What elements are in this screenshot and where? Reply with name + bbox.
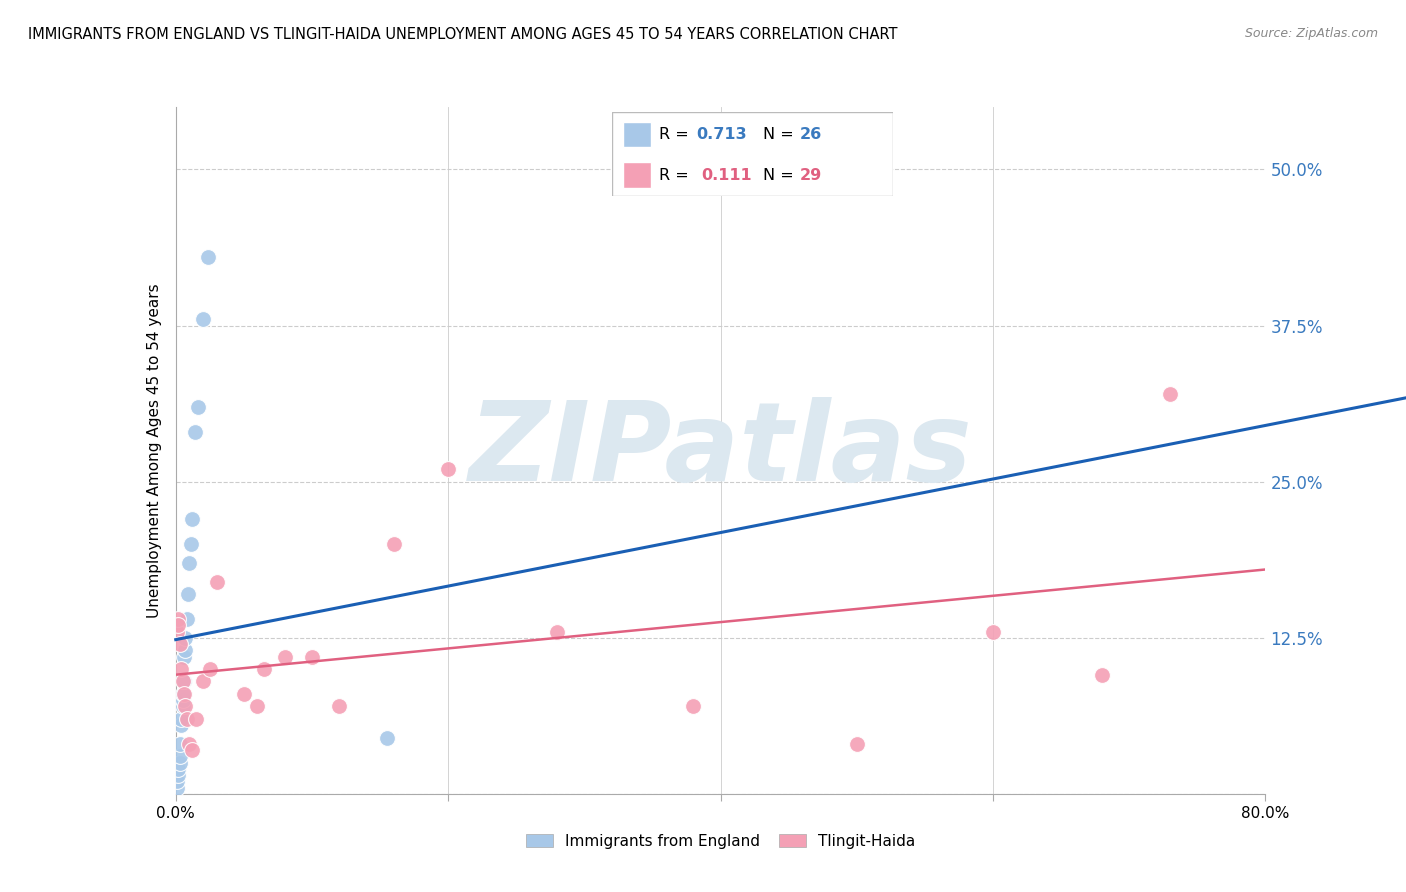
Point [170, 712, 193, 726]
Point [166, 624, 188, 639]
Point [184, 425, 207, 439]
Point [180, 537, 202, 551]
Point [170, 718, 193, 732]
Point [232, 687, 254, 701]
Point [253, 662, 276, 676]
Text: 26: 26 [800, 127, 823, 142]
Text: 0.713: 0.713 [696, 127, 747, 142]
Point [546, 624, 568, 639]
Point [181, 512, 204, 526]
Point [198, 662, 221, 676]
FancyBboxPatch shape [623, 162, 651, 188]
Point [186, 712, 208, 726]
Point [191, 674, 214, 689]
Point [176, 612, 198, 626]
Point [179, 737, 201, 751]
Text: R =: R = [659, 127, 695, 142]
Text: IMMIGRANTS FROM ENGLAND VS TLINGIT-HAIDA UNEMPLOYMENT AMONG AGES 45 TO 54 YEARS : IMMIGRANTS FROM ENGLAND VS TLINGIT-HAIDA… [28, 27, 897, 42]
Point [179, 556, 201, 570]
Point [167, 618, 190, 632]
Point [186, 400, 209, 414]
Text: ZIPatlas: ZIPatlas [468, 397, 973, 504]
Point [172, 693, 194, 707]
Point [170, 662, 193, 676]
Point [172, 699, 194, 714]
Point [1159, 387, 1181, 401]
Point [375, 731, 398, 745]
Point [197, 250, 219, 264]
Point [166, 780, 188, 795]
Point [682, 699, 704, 714]
Point [173, 674, 195, 689]
Text: Source: ZipAtlas.com: Source: ZipAtlas.com [1244, 27, 1378, 40]
Point [166, 774, 188, 789]
Point [174, 631, 197, 645]
Legend: Immigrants from England, Tlingit-Haida: Immigrants from England, Tlingit-Haida [519, 828, 922, 855]
Point [172, 687, 194, 701]
Text: R =: R = [659, 168, 699, 183]
Point [167, 612, 190, 626]
Point [174, 699, 197, 714]
Point [301, 649, 323, 664]
Point [177, 587, 200, 601]
Point [169, 756, 191, 770]
Point [173, 687, 195, 701]
Point [174, 643, 197, 657]
Point [173, 649, 195, 664]
Text: 29: 29 [800, 168, 823, 183]
Point [274, 649, 297, 664]
Point [205, 574, 228, 589]
Point [176, 712, 198, 726]
Point [167, 762, 190, 776]
Text: N =: N = [763, 168, 800, 183]
Point [1091, 668, 1114, 682]
Point [382, 537, 405, 551]
Y-axis label: Unemployment Among Ages 45 to 54 years: Unemployment Among Ages 45 to 54 years [146, 283, 162, 618]
Text: 0.111: 0.111 [702, 168, 752, 183]
Point [845, 737, 868, 751]
Point [437, 462, 460, 476]
Point [328, 699, 350, 714]
Point [181, 743, 204, 757]
Text: N =: N = [763, 127, 800, 142]
Point [172, 674, 194, 689]
Point [246, 699, 269, 714]
Point [169, 737, 191, 751]
FancyBboxPatch shape [623, 121, 651, 147]
Point [169, 637, 191, 651]
Point [981, 624, 1004, 639]
Point [167, 768, 190, 782]
FancyBboxPatch shape [612, 112, 893, 196]
Point [169, 749, 191, 764]
Point [191, 312, 214, 326]
